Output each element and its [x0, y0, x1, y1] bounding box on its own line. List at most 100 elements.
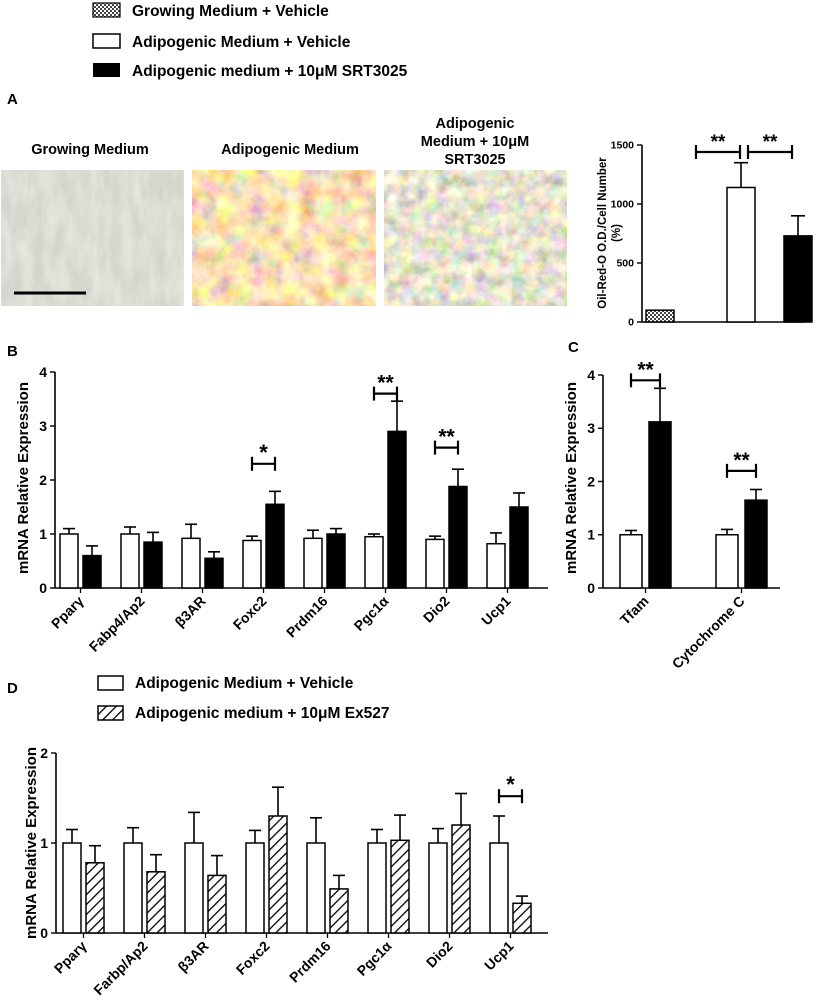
x-tick-label: Pgc1α	[351, 593, 392, 634]
y-tick-label: 1	[39, 526, 47, 542]
y-axis-label-line: Oil-Red-O O.D./Cell Number	[597, 157, 609, 309]
x-tick-label: Pgc1α	[354, 938, 395, 979]
x-tick-label: Cytochrome C	[669, 593, 748, 672]
bar	[448, 485, 468, 589]
bar	[783, 235, 813, 323]
bar	[123, 842, 143, 934]
legend-label-growing: Growing Medium + Vehicle	[132, 3, 329, 20]
legend-label-srt3025: Adipogenic medium + 10μM SRT3025	[132, 63, 408, 80]
y-axis-label-line: mRNA Relative Expression	[15, 382, 32, 574]
micrographs: Growing Medium Adipogenic Medium Adipoge…	[1, 116, 567, 306]
micrograph-growing-image	[1, 170, 184, 306]
bar	[59, 533, 79, 589]
y-tick-label: 2	[40, 745, 48, 761]
x-tick-label: Pparγ	[51, 938, 90, 977]
micrograph-title-line: SRT3025	[444, 152, 505, 168]
x-tick-label: Foxc2	[233, 938, 273, 978]
chart-panel-c: 0 1 2 3 4 mRNA Relative Expression Tfam Cytochr…	[563, 358, 780, 672]
panel-letter-b: B	[7, 343, 18, 360]
x-tick-label: Ucp1	[481, 938, 517, 974]
significance-label: **	[711, 132, 726, 153]
significance-label: **	[637, 358, 654, 381]
bar	[82, 554, 102, 589]
bar	[509, 506, 529, 589]
x-tick-label: β3AR	[171, 593, 208, 630]
panel-letter-a: A	[7, 91, 18, 108]
bar	[181, 537, 201, 589]
y-tick-label: 4	[587, 367, 595, 383]
micrograph-title-adipogenic: Adipogenic Medium	[221, 142, 359, 158]
y-tick-label: 2	[587, 473, 595, 489]
y-tick-label: 1	[587, 527, 595, 543]
legend-swatch-checker	[92, 2, 121, 18]
bar	[143, 541, 163, 589]
bar	[387, 430, 407, 589]
x-tick-label: Prdm16	[286, 938, 334, 986]
bar	[451, 824, 471, 934]
significance-label: **	[733, 449, 750, 472]
legend-d-label-vehicle: Adipogenic Medium + Vehicle	[135, 675, 354, 692]
panel-letter-c: C	[568, 339, 579, 356]
significance-label: **	[763, 132, 778, 153]
bar	[428, 842, 448, 934]
bar	[367, 842, 387, 934]
y-tick-label: 1500	[611, 140, 635, 152]
legend-d-swatch-white	[97, 675, 124, 691]
legend-d-label-ex527: Adipogenic medium + 10μM Ex527	[135, 705, 390, 722]
bar	[425, 538, 445, 589]
y-tick-label: 4	[39, 364, 47, 380]
panel-letter-d: D	[7, 680, 18, 697]
y-axis-label: mRNA Relative Expression	[15, 382, 32, 574]
y-tick-label: 0	[628, 317, 634, 329]
x-tick-label: Pparγ	[48, 593, 87, 632]
legend-d-swatch-hatch	[97, 705, 124, 721]
bar	[486, 542, 506, 589]
bar	[146, 871, 166, 934]
bar	[726, 186, 756, 323]
bar	[242, 539, 262, 589]
y-axis-label: mRNA Relative Expression	[563, 382, 580, 574]
legend-d: Adipogenic Medium + Vehicle Adipogenic m…	[97, 675, 390, 722]
y-tick-label: 2	[39, 472, 47, 488]
bar	[85, 862, 105, 934]
x-tick-label: Foxc2	[230, 593, 270, 633]
y-axis-label: mRNA Relative Expression	[23, 747, 40, 939]
bar	[120, 533, 140, 589]
chart-panel-b: 0 1 2 3 4 mRNA Relative Expression Pparγ Fabp4/…	[15, 364, 548, 655]
bar	[245, 842, 265, 934]
micrograph-srt3025-image	[384, 170, 567, 306]
legend-swatch-black	[93, 63, 120, 77]
bar	[207, 874, 227, 934]
y-tick-label: 0	[587, 580, 595, 596]
bar	[715, 534, 739, 589]
y-axis-label-line: mRNA Relative Expression	[563, 382, 580, 574]
bar	[744, 499, 768, 589]
micrograph-adipogenic-image	[192, 170, 376, 306]
legend-label-adipogenic: Adipogenic Medium + Vehicle	[132, 34, 351, 51]
x-tick-label: Prdm16	[283, 593, 331, 641]
y-tick-label: 1	[40, 835, 48, 851]
y-tick-label: 3	[587, 420, 595, 436]
x-tick-label: β3AR	[174, 938, 211, 975]
bar	[390, 839, 410, 934]
top-legend: Growing Medium + Vehicle Adipogenic Medi…	[92, 2, 408, 80]
y-tick-label: 0	[40, 925, 48, 941]
bar	[62, 842, 82, 934]
micrograph-title-line: Medium + 10μM	[421, 134, 529, 150]
bar	[364, 535, 384, 589]
bar	[619, 534, 643, 589]
bar	[184, 842, 204, 934]
significance-label: *	[259, 440, 268, 465]
bar	[326, 533, 346, 589]
bar	[303, 537, 323, 589]
y-tick-label: 500	[616, 258, 634, 270]
legend-swatch-white	[92, 33, 121, 49]
x-tick-label: Ucp1	[478, 593, 514, 629]
significance-label: *	[506, 772, 515, 797]
x-tick-label: Dio2	[420, 593, 453, 626]
y-axis-label-line: mRNA Relative Expression	[23, 747, 40, 939]
x-tick-label: Farbp/Ap2	[90, 938, 150, 998]
x-tick-label: Fabp4/Ap2	[86, 593, 148, 655]
